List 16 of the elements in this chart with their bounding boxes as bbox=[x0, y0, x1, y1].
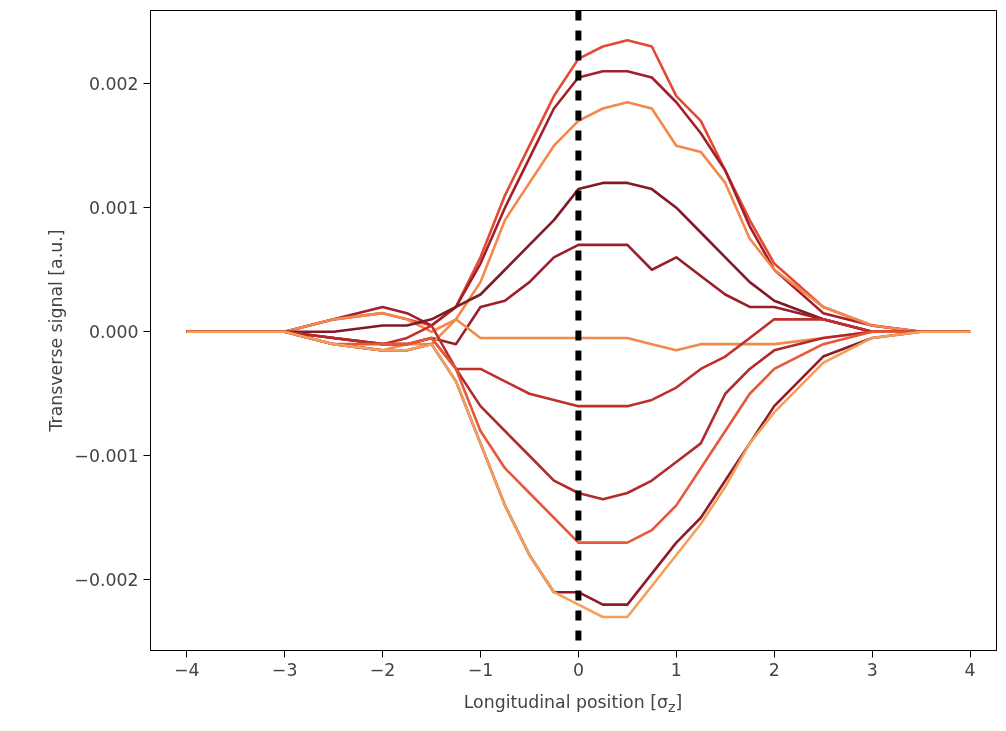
x-tick-label: −4 bbox=[173, 659, 200, 680]
y-tick-label: 0.001 bbox=[88, 198, 139, 219]
x-axis-title: Longitudinal position [σ$_{z}$] bbox=[463, 691, 683, 718]
x-tick-label: 3 bbox=[866, 659, 878, 680]
y-tick-label: −0.002 bbox=[74, 570, 139, 591]
y-tick-label: 0.000 bbox=[88, 322, 139, 343]
y-tick-label: 0.002 bbox=[88, 74, 139, 95]
x-tick-label: 0 bbox=[572, 659, 584, 680]
y-tick-label: −0.001 bbox=[74, 446, 139, 467]
x-tick-label: 1 bbox=[670, 659, 682, 680]
x-tick-label: −1 bbox=[467, 659, 494, 680]
x-tick-label: 4 bbox=[964, 659, 976, 680]
x-tick-label: −3 bbox=[271, 659, 298, 680]
y-axis-title: Transverse signal [a.u.] bbox=[46, 229, 67, 433]
x-tick-label: 2 bbox=[768, 659, 780, 680]
x-tick-label: −2 bbox=[369, 659, 396, 680]
